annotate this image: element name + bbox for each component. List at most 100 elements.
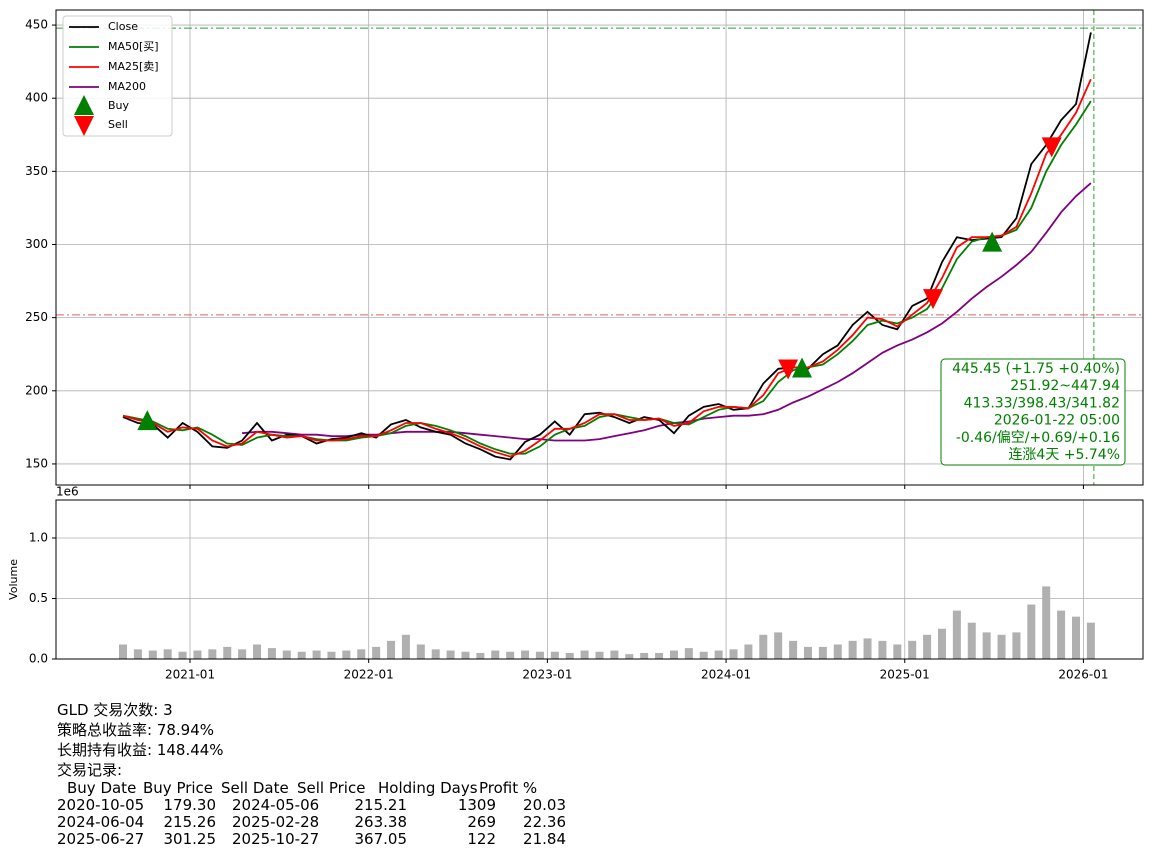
volume-bar — [223, 646, 232, 659]
volume-bar — [863, 638, 872, 659]
y-tick-label: 250 — [25, 310, 48, 324]
volume-bar — [744, 644, 753, 659]
volume-bar — [908, 640, 917, 659]
volume-bar — [580, 650, 589, 659]
volume-bar — [238, 649, 247, 659]
report-line: 长期持有收益: 148.44% — [57, 741, 224, 759]
volume-bar — [1012, 632, 1021, 659]
report-line: 交易记录: — [57, 761, 123, 779]
table-header: Holding Days — [378, 779, 478, 797]
axes-frame — [55, 9, 1144, 486]
y-tick-label: 0.0 — [29, 652, 48, 666]
y-axis-label: Volume — [7, 559, 20, 600]
annotation-text: 413.33/398.43/341.82 — [964, 395, 1120, 411]
volume-bar — [461, 651, 470, 659]
volume-bar — [1086, 622, 1095, 659]
volume-bar — [193, 650, 202, 659]
table-cell: 122 — [467, 830, 496, 848]
table-cell: 2025-06-27 — [57, 830, 145, 848]
volume-bar — [342, 650, 351, 659]
table-cell: 2020-10-05 — [57, 796, 145, 814]
table-cell: 2024-06-04 — [57, 813, 145, 831]
y-tick-label: 150 — [25, 456, 48, 470]
table-cell: 215.21 — [354, 796, 408, 814]
y-tick-label: 200 — [25, 383, 48, 397]
volume-bar — [655, 652, 664, 659]
volume-bar — [818, 646, 827, 659]
y-tick-label: 1.0 — [29, 530, 48, 544]
volume-bar — [506, 651, 515, 659]
volume-bar — [119, 644, 128, 659]
volume-bar — [952, 610, 961, 659]
volume-bar — [1057, 610, 1066, 659]
volume-bar — [893, 644, 902, 659]
annotation-text: 连涨4天 +5.74% — [1008, 447, 1120, 463]
volume-bar — [1071, 616, 1080, 659]
volume-bar — [729, 649, 738, 659]
volume-bar — [267, 648, 276, 659]
volume-bar — [476, 652, 485, 659]
volume-bar — [178, 651, 187, 659]
table-cell: 263.38 — [354, 813, 408, 831]
volume-bar — [327, 651, 336, 659]
buy-marker — [792, 357, 813, 378]
y-tick-label: 350 — [25, 164, 48, 178]
table-header: Buy Price — [143, 779, 214, 797]
table-header: Profit % — [479, 779, 538, 797]
table-cell: 179.30 — [163, 796, 217, 814]
table-header: Sell Price — [297, 779, 366, 797]
volume-bar — [803, 646, 812, 659]
volume-bar — [1027, 604, 1036, 659]
volume-bar — [789, 640, 798, 659]
y-tick-label: 400 — [25, 91, 48, 105]
volume-bar — [684, 648, 693, 659]
legend-label: Buy — [108, 99, 130, 112]
y-tick-label: 450 — [25, 18, 48, 32]
table-cell: 22.36 — [523, 813, 566, 831]
annotation-box — [940, 358, 1126, 466]
volume-bar — [372, 646, 381, 659]
table-cell: 215.26 — [163, 813, 217, 831]
buy-marker — [137, 410, 158, 431]
table-cell: 269 — [467, 813, 496, 831]
x-tick-label: 2023-01 — [522, 668, 572, 682]
legend: Close MA50[买] MA25[卖] MA200 Buy Sell — [62, 15, 173, 137]
sell-marker — [778, 359, 799, 380]
volume-bar — [997, 634, 1006, 659]
volume-bar — [669, 650, 678, 659]
sell-marker — [923, 289, 944, 310]
legend-label: MA25[卖] — [108, 60, 159, 73]
series-line — [122, 100, 1092, 455]
volume-bar — [982, 632, 991, 659]
volume-bar — [610, 650, 619, 659]
y-tick-label: 0.5 — [29, 591, 48, 605]
volume-bar — [937, 628, 946, 659]
volume-bar — [550, 651, 559, 659]
table-header: Buy Date — [67, 779, 137, 797]
annotation-text: 251.92~447.94 — [1010, 378, 1120, 394]
table-cell: 1309 — [457, 796, 496, 814]
table-cell: 2025-02-28 — [232, 813, 320, 831]
volume-bar — [282, 650, 291, 659]
x-tick-label: 2025-01 — [880, 668, 930, 682]
volume-bar — [848, 640, 857, 659]
volume-bar — [387, 640, 396, 659]
volume-bar — [133, 649, 142, 659]
table-cell: 2025-10-27 — [232, 830, 320, 848]
legend-label: MA200 — [108, 80, 146, 93]
volume-bar — [312, 650, 321, 659]
volume-bar — [416, 644, 425, 659]
volume-bar — [565, 652, 574, 659]
volume-bar — [1042, 586, 1051, 659]
x-tick-label: 2024-01 — [701, 668, 751, 682]
table-cell: 367.05 — [354, 830, 408, 848]
volume-bar — [699, 651, 708, 659]
volume-bar — [833, 644, 842, 659]
volume-bar — [446, 650, 455, 659]
volume-bar — [163, 649, 172, 659]
legend-swatch — [74, 95, 94, 115]
volume-bar — [595, 651, 604, 659]
legend-label: MA50[买] — [108, 40, 159, 53]
volume-bar — [923, 634, 932, 659]
volume-bar — [774, 632, 783, 659]
